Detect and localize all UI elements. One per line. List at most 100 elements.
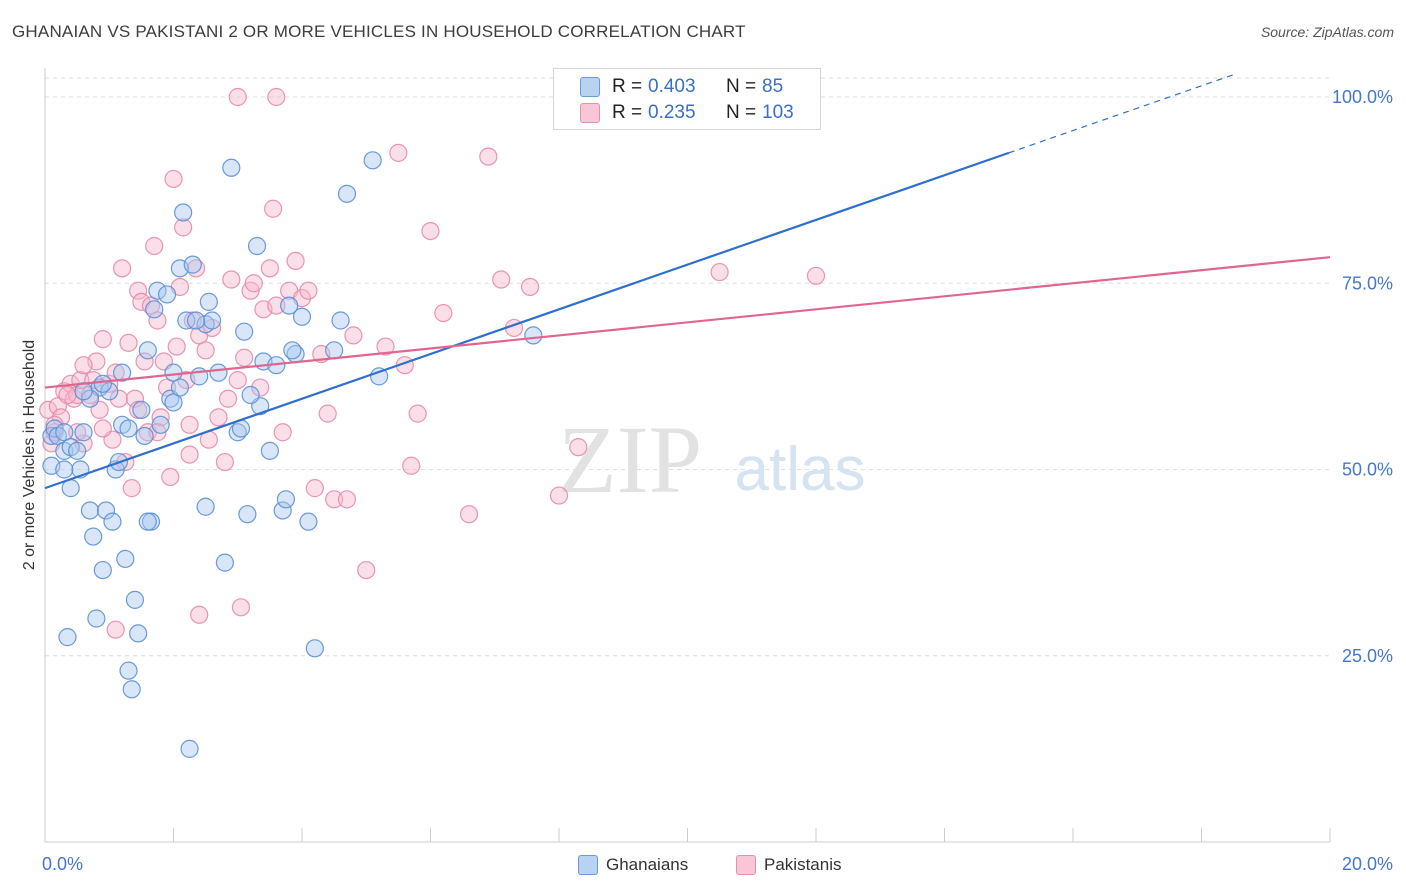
ghanaians-point (80, 501, 100, 520)
ghanaians-point (241, 385, 260, 405)
ghanaians-point (280, 296, 299, 315)
ghanaians-point (112, 363, 132, 382)
pakistanis-point (325, 490, 344, 509)
pakistanis-point (106, 620, 125, 639)
stats-row-ghanaians: R = 0.403 N = 85 (554, 74, 822, 100)
ghanaians-point (215, 553, 234, 572)
ghanaians-point (93, 560, 112, 580)
pakistanis-point (167, 337, 186, 356)
pakistanis-point (112, 259, 132, 278)
pakistanis-trend-line (44, 256, 1331, 389)
n-value: 85 (762, 76, 784, 97)
pakistanis-point (549, 486, 569, 505)
ghanaians-point (273, 501, 292, 520)
ghanaians-point (151, 415, 170, 434)
pakistanis-points (39, 87, 826, 639)
ghanaians-point (235, 322, 254, 341)
ghanaians-point (135, 426, 154, 446)
ghanaians-point (283, 341, 302, 360)
ghanaians-point (305, 639, 324, 658)
pakistanis-point (337, 490, 357, 509)
pakistanis-point (122, 479, 141, 498)
pakistanis-legend-swatch (736, 855, 756, 875)
ghanaians-point (370, 367, 389, 386)
ghanaians-point (138, 512, 157, 531)
ghanaians-point (177, 311, 196, 330)
pakistanis-point (196, 341, 215, 360)
ghanaians-point (299, 512, 318, 531)
y-tick-label: 25.0% (1342, 646, 1393, 666)
ghanaians-point (116, 549, 135, 569)
pakistanis-point (492, 270, 511, 289)
pakistanis-point (148, 311, 167, 330)
pakistanis-point (228, 87, 247, 107)
ghanaians-point (145, 300, 164, 319)
bottom-legend: Ghanaians Pakistanis (0, 852, 1406, 878)
pakistanis-point (376, 337, 395, 356)
ghanaians-point (186, 311, 206, 330)
ghanaians-point (180, 739, 199, 758)
pakistanis-point (145, 236, 164, 256)
ghanaians-point (119, 661, 138, 680)
pakistanis-point (58, 385, 77, 405)
pakistanis-point (129, 281, 148, 300)
y-tick-label: 100.0% (1332, 87, 1393, 107)
pakistanis-point (125, 389, 145, 408)
ghanaians-point (87, 609, 106, 628)
stats-legend: R = 0.403 N = 85 R = 0.235 N = 103 (553, 68, 821, 130)
trend-lines (44, 74, 1331, 490)
pakistanis-point (286, 251, 305, 270)
pakistanis-point (93, 419, 112, 438)
ghanaians-point (276, 490, 296, 509)
pakistanis-point (459, 505, 479, 524)
pakistanis-point (260, 259, 279, 278)
pakistanis-point (251, 378, 270, 397)
pakistanis-point (51, 408, 71, 427)
pakistanis-point (267, 296, 286, 315)
stats-row-pakistanis: R = 0.235 N = 103 (554, 100, 822, 126)
ghanaians-point (80, 389, 100, 408)
legend-item-pakistanis[interactable]: Pakistanis (736, 852, 841, 878)
pakistanis-point (710, 262, 729, 282)
pakistanis-point (344, 326, 363, 345)
ghanaians-point (132, 400, 151, 419)
ghanaians-point (129, 624, 148, 643)
pakistanis-point (219, 389, 238, 408)
ghanaians-point (100, 382, 119, 401)
pakistanis-point (408, 404, 427, 423)
pakistanis-point (273, 423, 292, 442)
n-label: N = (726, 76, 757, 97)
ghanaians-point (96, 501, 116, 520)
pakistanis-point (109, 389, 128, 408)
pakistanis-point (267, 87, 286, 107)
ghanaians-point (68, 441, 87, 460)
ghanaians-trend-line (44, 151, 1010, 490)
axes (44, 68, 1331, 843)
ghanaians-point (292, 307, 312, 326)
pakistanis-point (520, 277, 540, 297)
watermark: ZIP atlas (558, 406, 865, 513)
legend-label-ghanaians: Ghanaians (606, 855, 689, 874)
pakistanis-point (222, 270, 241, 289)
legend-item-ghanaians[interactable]: Ghanaians (578, 852, 688, 878)
source-credit: Source: ZipAtlas.com (1260, 24, 1394, 40)
pakistanis-point (402, 456, 421, 475)
ghanaians-point (524, 326, 543, 345)
pakistanis-point (318, 404, 337, 423)
pakistanis-point (119, 333, 138, 352)
ghanaians-legend-swatch (578, 855, 598, 875)
pakistanis-point (299, 281, 318, 300)
ghanaians-point (148, 281, 167, 300)
pakistanis-point (389, 143, 408, 162)
ghanaians-point (84, 527, 103, 546)
pakistanis-point (479, 147, 498, 166)
legend-label-pakistanis: Pakistanis (764, 855, 842, 874)
pakistanis-point (209, 408, 228, 427)
ghanaians-point (260, 441, 279, 460)
pakistanis-point (180, 415, 199, 434)
ghanaians-point (174, 203, 193, 222)
pakistanis-point (434, 303, 453, 323)
ghanaians-point (103, 512, 122, 531)
x-tick-label-max: 20.0% (1342, 854, 1393, 874)
ghanaians-point (58, 628, 77, 647)
